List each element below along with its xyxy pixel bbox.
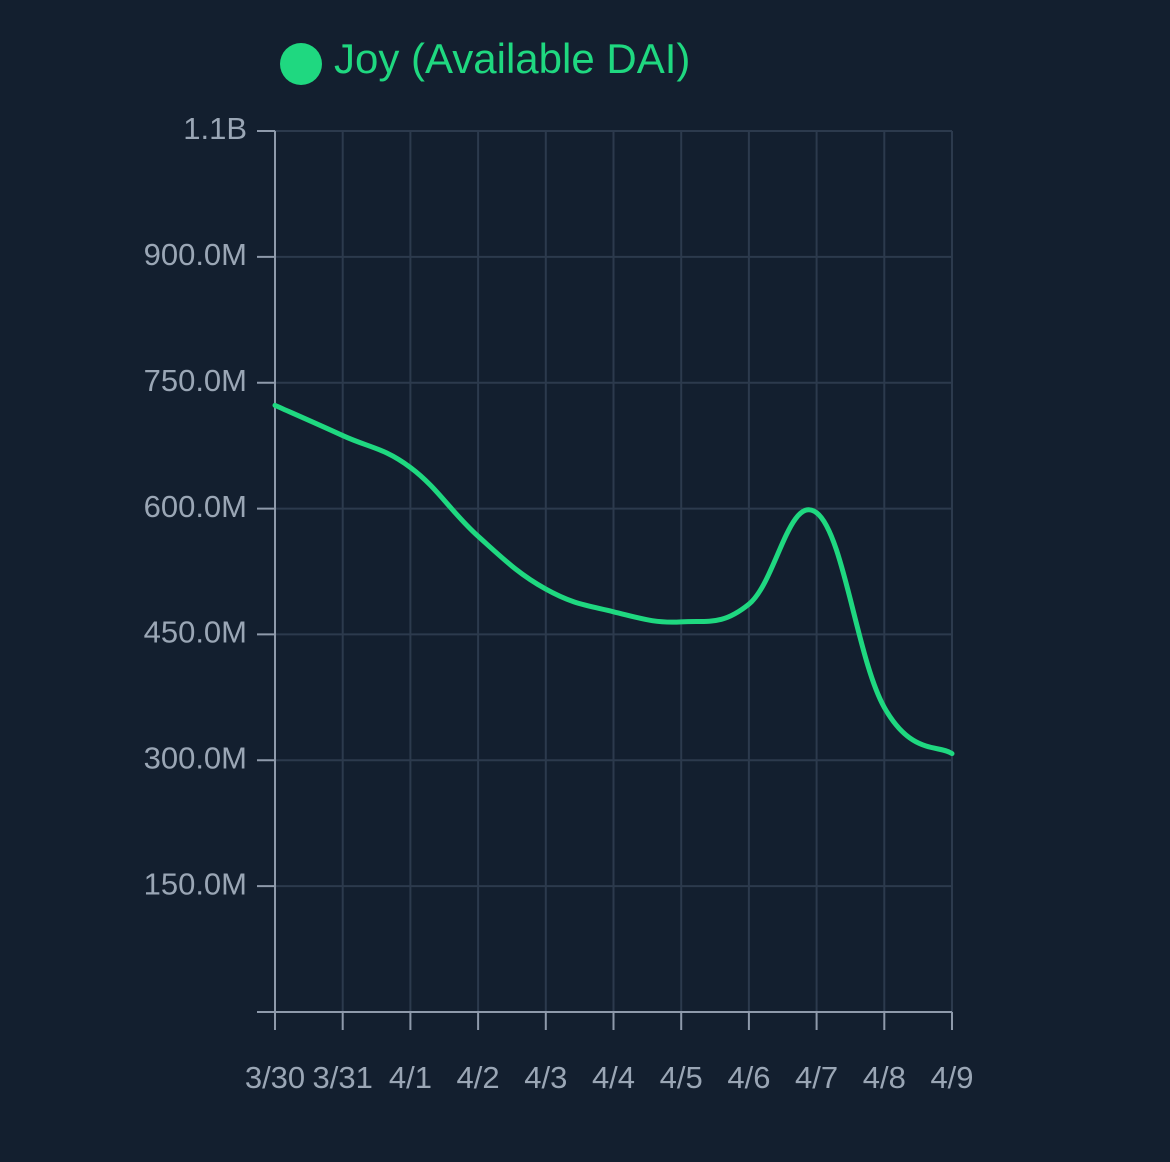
x-tick-label: 4/3 xyxy=(524,1060,567,1095)
x-tick-label: 4/5 xyxy=(660,1060,703,1095)
y-tick-label: 450.0M xyxy=(144,615,247,650)
legend-label: Joy (Available DAI) xyxy=(334,35,690,82)
x-tick-label: 3/31 xyxy=(313,1060,373,1095)
y-tick-label: 300.0M xyxy=(144,740,247,775)
y-tick-label: 1.1B xyxy=(183,111,247,146)
y-tick-label: 150.0M xyxy=(144,866,247,901)
x-tick-label: 4/6 xyxy=(727,1060,770,1095)
data-line xyxy=(272,402,955,757)
x-tick-label: 4/8 xyxy=(863,1060,906,1095)
x-tick-label: 4/4 xyxy=(592,1060,635,1095)
x-tick-label: 4/2 xyxy=(457,1060,500,1095)
x-tick-label: 4/1 xyxy=(389,1060,432,1095)
y-tick-label: 600.0M xyxy=(144,489,247,524)
x-tick-label: 3/30 xyxy=(245,1060,305,1095)
y-tick-label: 750.0M xyxy=(144,363,247,398)
x-tick-label: 4/9 xyxy=(930,1060,973,1095)
legend-marker xyxy=(280,43,322,85)
x-tick-label: 4/7 xyxy=(795,1060,838,1095)
y-tick-label: 900.0M xyxy=(144,237,247,272)
